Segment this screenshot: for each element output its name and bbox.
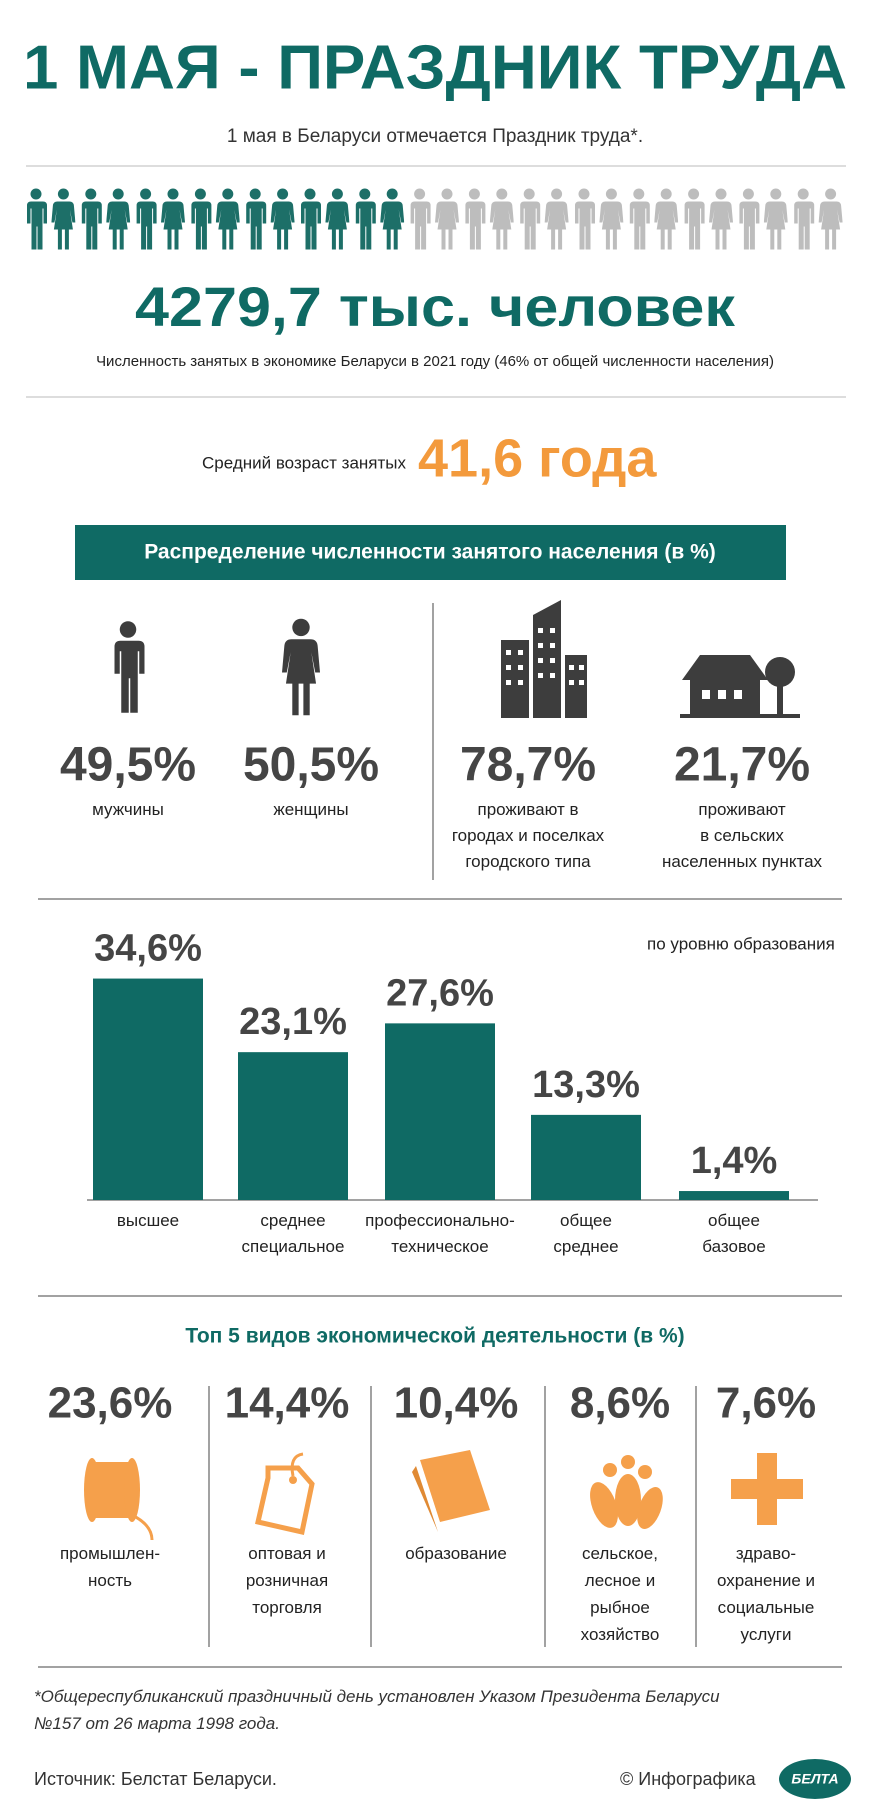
bar [93,978,203,1200]
bar [531,1114,641,1200]
person-icon [763,188,788,250]
employed-caption: Численность занятых в экономике Беларуси… [96,353,774,370]
activity-value: 14,4% [225,1379,350,1428]
value-label: 1,4% [691,1140,778,1182]
person-icon [739,188,760,250]
source: Источник: Белстат Беларуси. [34,1769,277,1789]
share-label: проживают в сельских населенных пунктах [661,800,823,871]
person-icon [794,188,815,250]
share-label: проживают в городах и поселках городског… [451,800,605,871]
person-icon [575,188,595,250]
person-icon [136,188,157,250]
category-label: профессионально- техническое [365,1211,515,1256]
person-icon [410,188,431,250]
share-value: 49,5% [60,739,196,792]
house-icon [680,655,800,718]
value-label: 27,6% [386,972,494,1014]
credit: © Инфографика [620,1769,756,1789]
book-icon [412,1450,490,1532]
person-icon [301,188,321,250]
category-label: высшее [116,1211,180,1230]
person-icon [270,188,295,250]
person-icon [654,188,679,250]
person-icon [599,188,624,250]
activity-value: 23,6% [48,1379,173,1428]
footnote: *Общереспубликанский праздничный день ус… [34,1687,720,1733]
house-windows [702,690,742,699]
bar [679,1191,789,1200]
person-icon [81,188,102,250]
value-label: 13,3% [532,1064,640,1106]
category-label: общее базовое [702,1211,766,1256]
activity-label: образование [405,1544,507,1563]
activity-value: 10,4% [394,1379,519,1428]
person-icon [51,188,76,250]
person-icon [355,188,376,250]
share-value: 21,7% [674,739,810,792]
share-label: женщины [273,800,349,819]
subtitle: 1 мая в Беларуси отмечается Праздник тру… [227,126,643,147]
activity-label: здраво- охранение и социальные услуги [716,1544,816,1644]
category-label: среднее специальное [241,1211,345,1256]
bar [385,1023,495,1200]
tag-icon [255,1452,315,1536]
title: 1 МАЯ - ПРАЗДНИК ТРУДА [23,33,847,102]
activities-title: Топ 5 видов экономической деятельности (… [185,1325,684,1348]
people-row [27,188,843,250]
share-value: 50,5% [243,739,379,792]
column-dividers [208,1386,697,1647]
person-icon [325,188,350,250]
city-icon [501,600,587,718]
person-icon [818,188,843,250]
share-value: 78,7% [460,739,596,792]
person-icon [106,188,131,250]
person-icon [520,188,541,250]
logo: БЕЛТА [791,1771,838,1787]
person-icon [435,188,459,250]
activity-label: промышлен- ность [59,1544,161,1590]
person-icon [709,188,733,250]
man-icon [114,621,145,713]
activity-value: 7,6% [716,1379,816,1428]
age-label: Средний возраст занятых [202,453,407,472]
city-windows [506,628,584,685]
person-icon [191,188,212,250]
person-icon [380,188,405,250]
activity-label: оптовая и розничная торговля [245,1544,329,1617]
value-label: 34,6% [94,928,202,970]
bar [238,1052,348,1200]
person-icon [489,188,514,250]
banner [75,525,786,580]
category-label: общее среднее [553,1211,619,1256]
person-icon [246,188,267,250]
cross-icon [731,1453,803,1525]
person-icon [215,188,240,250]
person-icon [27,188,47,250]
age-value: 41,6 года [418,428,657,488]
vegetables-icon [590,1455,663,1530]
employed-figure: 4279,7 тыс. человек [135,275,736,338]
person-icon [161,188,185,250]
value-label: 23,1% [239,1001,347,1043]
person-icon [629,188,650,250]
activity-value: 8,6% [570,1379,670,1428]
logo-badge [779,1759,851,1799]
activity-label: сельское, лесное и рыбное хозяйство [580,1544,660,1644]
chart-title: по уровню образования [647,934,835,953]
share-label: мужчины [92,800,164,819]
person-icon [544,188,569,250]
banner-title: Распределение численности занятого насел… [144,541,716,564]
person-icon [684,188,705,250]
woman-icon [282,618,320,716]
person-icon [465,188,486,250]
spool-icon [84,1458,154,1541]
